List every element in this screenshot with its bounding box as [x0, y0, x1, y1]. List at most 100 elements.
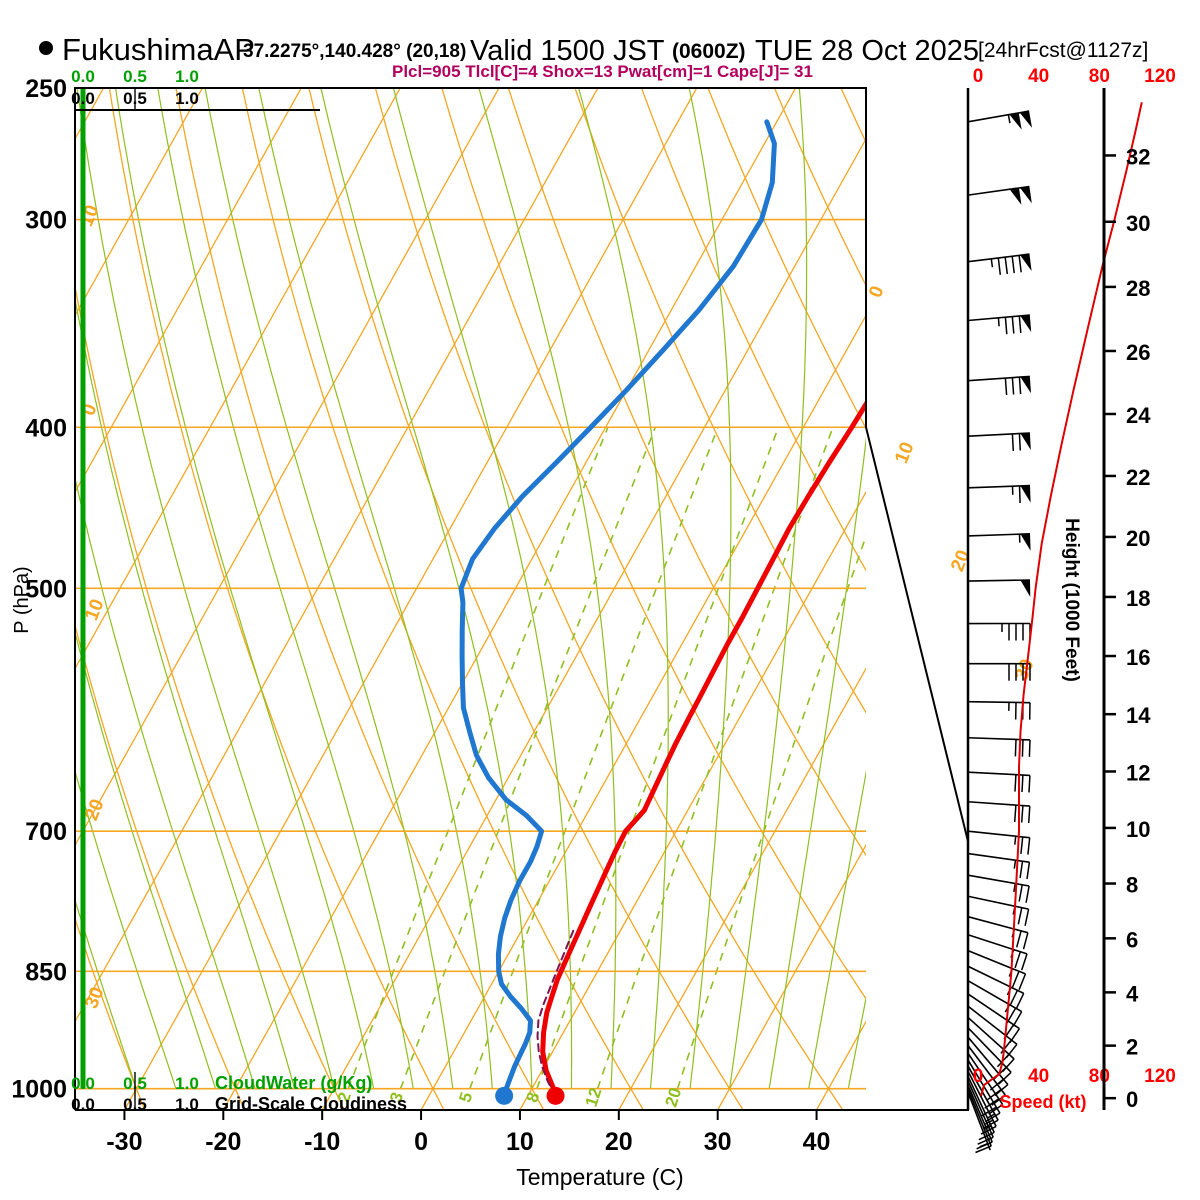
surface-temperature-marker [546, 1086, 565, 1105]
grid-layer [0, 88, 1200, 1110]
wind-barb [967, 622, 1031, 641]
temperature-tick-label: 0 [414, 1128, 428, 1156]
temperature-tick-label: 40 [803, 1128, 831, 1156]
wind-barb [967, 253, 1032, 275]
mixing-ratio-label: 5 [455, 1090, 476, 1105]
cloud-scales: 0.0 0.5 1.00.0 0.5 1.00.0 0.5 1.0 CloudWater (g… [71, 67, 407, 1114]
dry-adiabat-line [75, 623, 246, 1110]
dry-adiabat-line [908, 88, 1200, 1110]
dry-adiabat-line [175, 88, 545, 1110]
speed-top-tick: 0 [973, 66, 984, 87]
wind-barb [967, 874, 1030, 903]
valid-date: TUE 28 Oct 2025 [755, 35, 979, 67]
isotherm-line [0, 88, 5, 1110]
dry-adiabat-line [441, 88, 866, 1000]
temperature-tick-label: -30 [106, 1128, 142, 1156]
station-coords: 37.2275°,140.428° (20,18) [243, 41, 466, 62]
valid-time-utc: (0600Z) [672, 40, 746, 63]
forecast-tag: [24hrFcst@1127z] [978, 39, 1148, 62]
height-tick-label: 28 [1126, 276, 1150, 301]
cloudiness-bottom-tick: 1.0 [175, 1095, 199, 1114]
height-tick-label: 12 [1126, 760, 1150, 785]
dry-adiabat-line [75, 916, 146, 1110]
dry-adiabat-line [1107, 88, 1200, 1110]
moist-adiabat-line [808, 769, 866, 1089]
wind-barb [967, 979, 1023, 1027]
moist-adiabat-line [578, 88, 669, 1089]
mixing-ratio-label: 12 [582, 1085, 606, 1109]
speed-top-tick: 120 [1144, 66, 1176, 87]
height-tick-label: 16 [1126, 645, 1150, 670]
moist-adiabat-line [75, 898, 137, 1089]
height-tick-label: 0 [1126, 1087, 1138, 1112]
temperature-tick-label: 10 [506, 1128, 534, 1156]
moist-adiabat-line [114, 88, 375, 1089]
wind-barb [967, 830, 1031, 855]
height-tick-label: 14 [1126, 703, 1151, 728]
wind-barb [967, 314, 1032, 335]
pressure-axis: 250 300 400 500 700 850 1000 P (hPa) [11, 75, 67, 1104]
isotherm-line [75, 88, 203, 317]
cloudwater-top-tick: 0.5 [123, 67, 147, 86]
dry-adiabat-line [374, 88, 844, 1110]
sounding-traces [458, 119, 866, 1105]
pressure-tick-label: 1000 [11, 1076, 67, 1104]
dry-adiabat-line [707, 88, 866, 430]
cloudwater-bottom-tick: 1.0 [175, 1074, 199, 1093]
moist-adiabat-line [75, 295, 296, 1089]
wind-barb [967, 110, 1032, 130]
height-tick-label: 20 [1126, 526, 1150, 551]
isotherm-line [420, 314, 866, 1110]
isotherm-line [321, 137, 866, 1110]
mixing-ratio-line [399, 427, 657, 1089]
dry-adiabat-line [507, 88, 866, 857]
wind-speed-curve [980, 102, 1143, 1097]
grid-lines [0, 88, 1200, 1110]
isotherm-line [717, 843, 866, 1110]
speed-bottom-tick: 40 [1028, 1066, 1049, 1087]
moist-adiabat-line [76, 88, 335, 1089]
height-tick-label: 30 [1126, 211, 1150, 236]
height-axis-label: Height (1000 Feet) [1061, 518, 1082, 682]
isotherm-line [75, 88, 599, 1024]
temperature-axis-label: Temperature (C) [516, 1164, 683, 1190]
isotherm-line [618, 667, 866, 1110]
moist-adiabat-line [392, 88, 573, 1089]
speed-axis-label: Speed (kt) [999, 1092, 1086, 1112]
height-tick-label: 26 [1126, 340, 1150, 365]
wind-barb [967, 1091, 991, 1151]
wind-barbs [966, 88, 1032, 1154]
isotherm-line [222, 88, 797, 1110]
wind-barb [967, 771, 1031, 793]
moist-adiabat-line [258, 88, 493, 1089]
moist-adiabat-line [75, 475, 256, 1089]
cloudiness-bottom-tick: 0.0 [71, 1095, 95, 1114]
moist-adiabat-line [204, 88, 454, 1089]
dry-adiabat-line [75, 283, 345, 1110]
sounding-trace-temperature [540, 399, 866, 1099]
dry-adiabat-label: 10 [891, 439, 918, 466]
pressure-tick-label: 400 [25, 414, 67, 442]
dry-adiabat-line [640, 88, 866, 572]
wind-barb [967, 533, 1031, 551]
dry-adiabat-label: 20 [947, 547, 974, 574]
height-tick-label: 32 [1126, 144, 1150, 169]
mixing-ratio-label: 20 [661, 1085, 685, 1109]
speed-top-tick: 80 [1089, 66, 1110, 87]
moist-adiabat-line [75, 769, 177, 1089]
temperature-tick-label: -20 [205, 1128, 241, 1156]
dry-adiabat-line [574, 88, 866, 714]
cloudwater-top-tick: 0.0 [71, 67, 95, 86]
temperature-tick-label: 30 [704, 1128, 732, 1156]
pressure-axis-label: P (hPa) [11, 566, 33, 633]
sounding-trace-dewpoint [458, 119, 777, 1099]
wind-barb [967, 700, 1031, 720]
temperature-tick-label: 20 [605, 1128, 633, 1156]
isotherm-line [75, 88, 401, 670]
sounding-trace-parcel [536, 926, 576, 1097]
pressure-tick-label: 850 [25, 958, 67, 986]
